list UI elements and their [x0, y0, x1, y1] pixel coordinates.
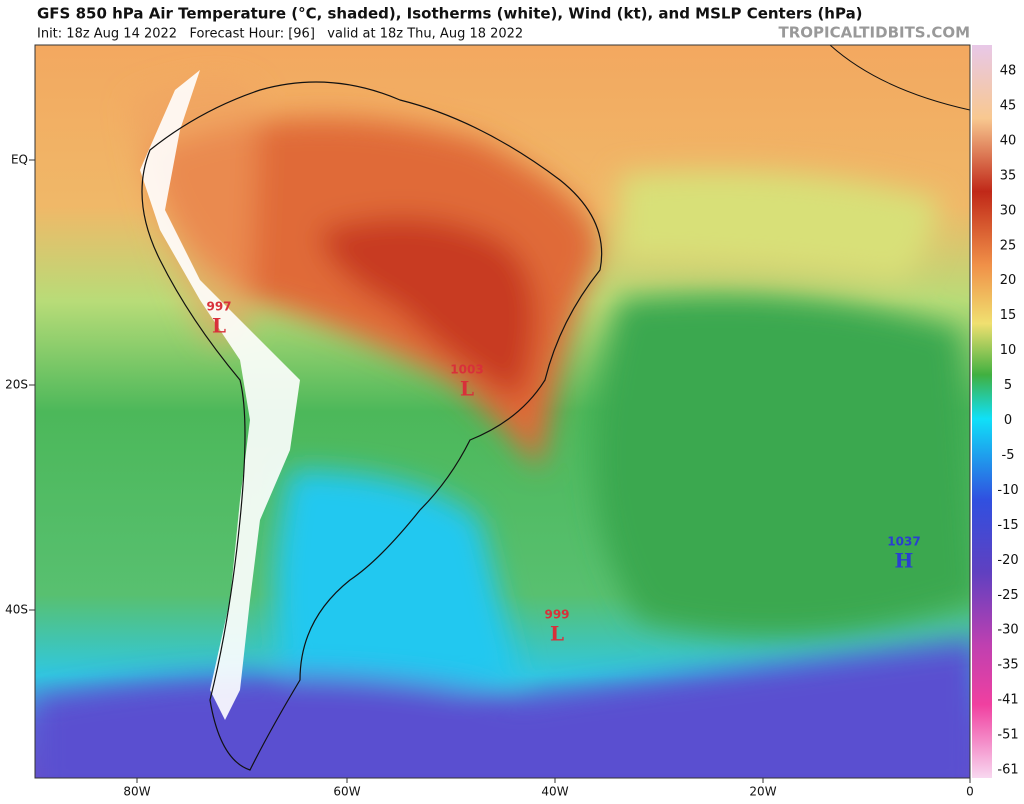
lon-label: 20W [749, 785, 776, 799]
colorbar-tick-label: -15 [997, 518, 1018, 533]
temperature-blobs [35, 80, 970, 778]
colorbar-tick-label: -25 [997, 588, 1018, 603]
title: GFS 850 hPa Air Temperature (°C, shaded)… [37, 5, 863, 23]
pressure-value: 999 [544, 608, 569, 622]
map-area [35, 45, 970, 778]
colorbar-tick-label: 40 [1000, 133, 1017, 148]
colorbar-tick-label: -10 [997, 483, 1018, 498]
colorbar-tick-label: -35 [997, 658, 1018, 673]
lon-label: 40W [541, 785, 568, 799]
colorbar [972, 45, 992, 778]
subtitle: Init: 18z Aug 14 2022 Forecast Hour: [96… [37, 27, 523, 42]
colorbar-tick-label: -51 [997, 728, 1018, 743]
colorbar-tick-label: -5 [1002, 448, 1015, 463]
site-name: TROPICALTIDBITS.COM [779, 24, 971, 42]
lat-label: EQ [11, 153, 28, 167]
colorbar-tick-label: 30 [1000, 203, 1017, 218]
colorbar-tick-label: -30 [997, 623, 1018, 638]
colorbar-tick-label: 0 [1004, 413, 1012, 428]
lon-label: 60W [333, 785, 360, 799]
colorbar-tick-label: 10 [1000, 343, 1017, 358]
pressure-value: 1003 [450, 363, 483, 377]
pressure-center-letter: H [895, 549, 914, 573]
lon-label: 80W [123, 785, 150, 799]
colorbar-tick-label: -61 [997, 763, 1018, 778]
lat-label: 40S [5, 603, 28, 617]
coastline [141, 81, 603, 771]
colorbar-tick-label: 35 [1000, 168, 1017, 183]
colorbar-tick-label: 48 [1000, 64, 1017, 79]
pressure-center-letter: L [550, 622, 564, 646]
colorbar-tick-label: 45 [1000, 98, 1017, 113]
colorbar-tick-label: 20 [1000, 273, 1017, 288]
lat-label: 20S [5, 378, 28, 392]
colorbar-tick-label: 5 [1004, 378, 1012, 393]
pressure-center-letter: L [212, 314, 226, 338]
colorbar-tick-label: -20 [997, 553, 1018, 568]
colorbar-tick-label: 25 [1000, 238, 1017, 253]
map-border [34, 44, 971, 779]
pressure-value: 1037 [887, 535, 920, 549]
labels: EQ 20S 40S 80W 60W 40W 20W 0 48 45 40 35 30 25 20 15 10 5… [5, 64, 1019, 799]
colorbar-tick-label: 15 [1000, 308, 1017, 323]
colorbar-tick-label: -41 [997, 693, 1018, 708]
pressure-value: 997 [206, 300, 231, 314]
masked-terrain [140, 70, 300, 720]
pressure-center-letter: L [460, 377, 474, 401]
lon-label: 0 [966, 785, 974, 799]
